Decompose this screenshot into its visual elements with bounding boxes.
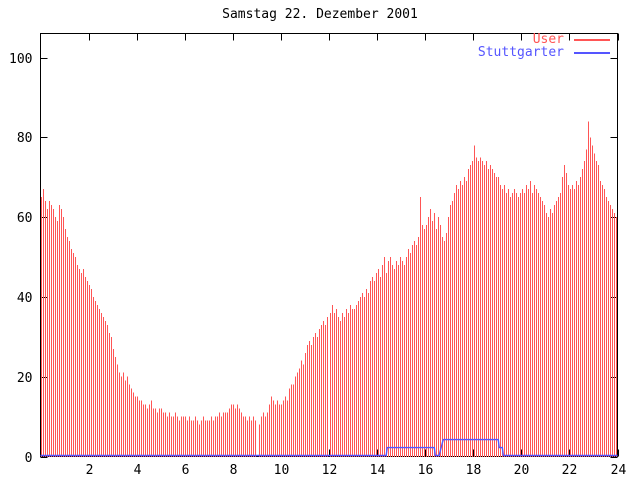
legend: User Stuttgarter: [478, 33, 610, 59]
svg-text:40: 40: [17, 291, 33, 306]
svg-text:22: 22: [562, 463, 578, 478]
svg-text:80: 80: [17, 131, 33, 146]
svg-text:4: 4: [134, 463, 142, 478]
svg-text:0: 0: [25, 451, 33, 466]
legend-line-sample-user: [574, 38, 610, 41]
svg-text:24: 24: [611, 463, 627, 478]
svg-text:16: 16: [418, 463, 434, 478]
legend-line-sample-stuttgarter: [574, 51, 610, 54]
svg-text:20: 20: [17, 371, 33, 386]
svg-text:20: 20: [514, 463, 530, 478]
legend-item-stuttgarter: Stuttgarter: [478, 46, 610, 59]
legend-label-user: User: [532, 32, 564, 47]
svg-text:8: 8: [230, 463, 238, 478]
svg-text:14: 14: [370, 463, 386, 478]
svg-text:18: 18: [466, 463, 482, 478]
svg-text:10: 10: [274, 463, 290, 478]
svg-text:2: 2: [86, 463, 94, 478]
legend-item-user: User: [478, 33, 610, 46]
legend-label-stuttgarter: Stuttgarter: [477, 45, 564, 60]
chart-title: Samstag 22. Dezember 2001: [222, 7, 418, 22]
svg-text:60: 60: [17, 211, 33, 226]
svg-text:6: 6: [182, 463, 190, 478]
svg-text:12: 12: [322, 463, 338, 478]
svg-text:100: 100: [9, 52, 32, 67]
